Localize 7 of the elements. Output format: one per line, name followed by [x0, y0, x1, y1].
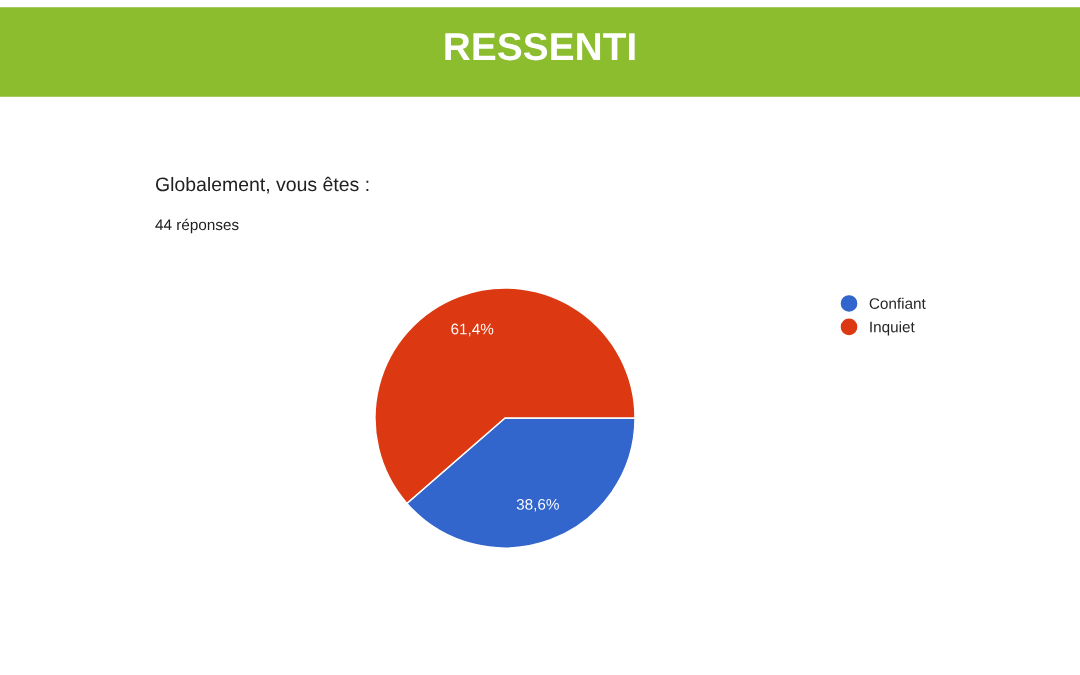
chart-subtitle: Globalement, vous êtes : [155, 176, 369, 194]
data-label: 38,6% [516, 498, 559, 512]
legend-label: Confiant [869, 297, 926, 309]
data-label: 61,4% [451, 323, 494, 337]
chart-title: RESSENTI [445, 32, 635, 61]
text: 44 réponses [155, 218, 239, 234]
legend-label: Inquiet [870, 321, 915, 336]
